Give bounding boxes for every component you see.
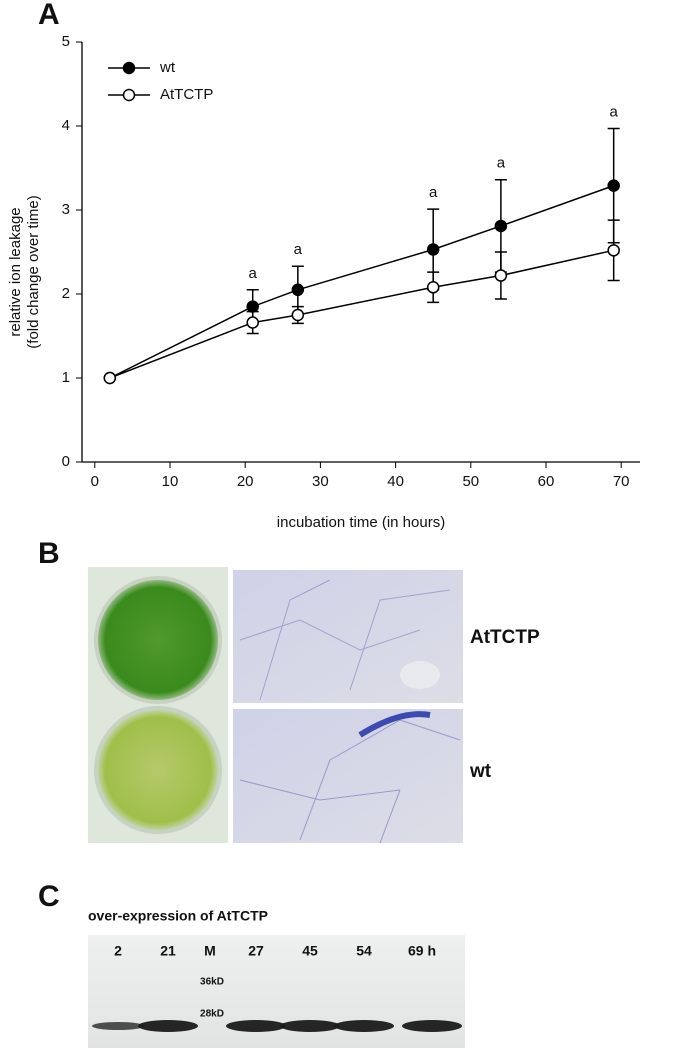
lane-label: 27 (248, 943, 264, 959)
size-marker: 36kD (200, 977, 224, 988)
micrograph (233, 570, 463, 844)
x-tick-label: 30 (312, 473, 329, 490)
marker (426, 243, 440, 256)
y-tick-label: 1 (62, 369, 70, 386)
band (138, 1020, 198, 1032)
y-tick-label: 0 (62, 453, 70, 470)
lane-label: M (204, 943, 216, 959)
lane-label: 69 h (408, 943, 436, 959)
band (334, 1020, 394, 1032)
x-tick-label: 40 (387, 473, 404, 490)
panel-label: B (38, 537, 60, 570)
y-axis-label: (fold change over time) (25, 195, 42, 348)
well-photo (88, 567, 228, 843)
lane-label: 54 (356, 943, 372, 959)
series-line (109, 249, 614, 379)
marker (494, 269, 508, 282)
series-line (109, 184, 614, 379)
x-axis-label: incubation time (in hours) (277, 514, 445, 531)
band (92, 1022, 144, 1030)
annotation: a (429, 184, 438, 201)
image-label: AtTCTP (470, 627, 540, 648)
lane-label: 21 (160, 943, 176, 959)
y-axis-label: relative ion leakage (7, 207, 24, 336)
y-tick-label: 5 (62, 33, 70, 50)
legend-label: AtTCTP (160, 86, 213, 103)
annotation: a (497, 155, 506, 172)
marker (103, 371, 117, 385)
y-tick-label: 4 (62, 117, 70, 134)
x-tick-label: 50 (462, 473, 479, 490)
x-tick-label: 20 (237, 473, 254, 490)
blot-title: over-expression of AtTCTP (88, 908, 268, 924)
image-label: wt (469, 761, 492, 782)
marker (607, 244, 620, 257)
marker (291, 283, 305, 297)
x-tick-label: 0 (91, 473, 99, 490)
marker (426, 281, 440, 294)
x-tick-label: 60 (538, 473, 555, 490)
y-tick-label: 2 (62, 285, 70, 302)
annotation: a (294, 241, 303, 258)
marker (291, 308, 305, 322)
marker (246, 316, 259, 329)
lane-label: 45 (302, 943, 318, 959)
size-marker: 28kD (200, 1009, 224, 1020)
x-tick-label: 10 (162, 473, 179, 490)
legend-marker (122, 88, 136, 102)
legend-marker (122, 61, 136, 75)
y-tick-label: 3 (62, 201, 70, 218)
legend-label: wt (159, 59, 176, 76)
x-tick-label: 70 (613, 473, 630, 490)
band (280, 1020, 340, 1032)
lane-label: 2 (114, 943, 122, 959)
annotation: a (249, 265, 258, 282)
marker (246, 300, 259, 313)
panel-label: A (38, 0, 60, 31)
band (226, 1020, 286, 1032)
band (402, 1020, 462, 1032)
panel-label: C (38, 880, 60, 913)
marker (494, 219, 508, 233)
annotation: a (610, 103, 619, 120)
marker (607, 179, 620, 192)
